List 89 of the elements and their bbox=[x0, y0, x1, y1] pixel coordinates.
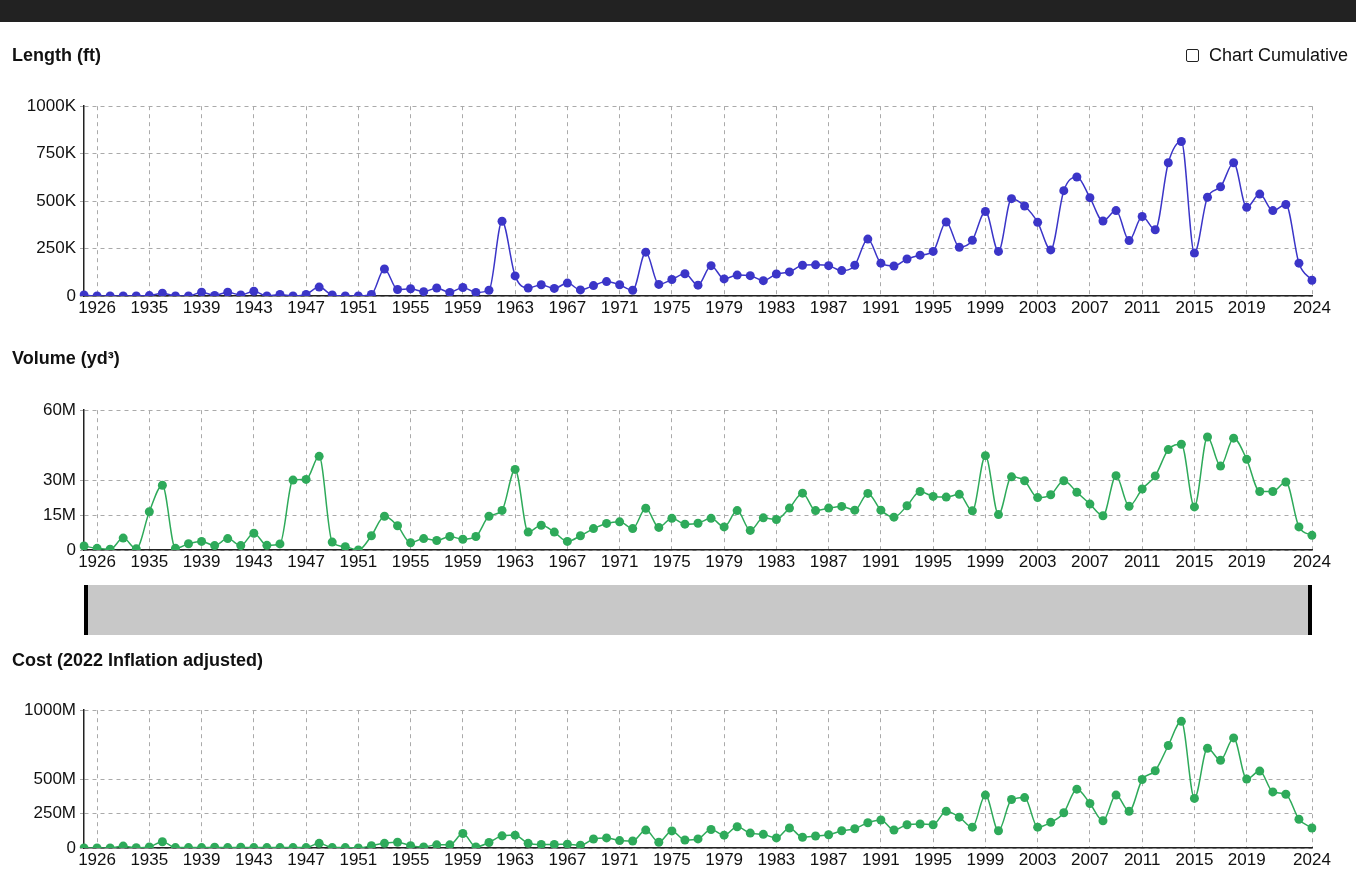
x-tick-label: 1995 bbox=[914, 551, 953, 571]
x-tick-label: 1959 bbox=[443, 297, 482, 317]
x-tick-label: 1963 bbox=[496, 849, 535, 869]
x-tick-label: 1963 bbox=[496, 297, 535, 317]
x-tick-label: 1947 bbox=[287, 297, 325, 317]
x-tick-label: 1991 bbox=[861, 551, 900, 571]
x-tick-label: 1987 bbox=[809, 297, 848, 317]
x-tick-label: 1999 bbox=[966, 551, 1005, 571]
y-tick-label: 0 bbox=[66, 837, 76, 857]
x-tick-label: 1955 bbox=[391, 849, 430, 869]
x-tick-label: 1947 bbox=[287, 551, 325, 571]
x-tick-label: 1983 bbox=[757, 551, 796, 571]
x-tick-label: 1975 bbox=[652, 551, 691, 571]
x-tick-label: 1951 bbox=[339, 297, 378, 317]
x-tick-label: 2019 bbox=[1227, 551, 1266, 571]
x-tick-label: 2024 bbox=[1293, 297, 1331, 317]
x-tick-label: 1926 bbox=[78, 551, 116, 571]
x-tick-label: 1991 bbox=[861, 849, 900, 869]
x-tick-label: 2011 bbox=[1123, 551, 1161, 571]
x-tick-label: 1943 bbox=[234, 849, 273, 869]
x-tick-label: 1983 bbox=[757, 849, 796, 869]
x-tick-label: 1926 bbox=[78, 297, 116, 317]
y-tick-label: 750K bbox=[36, 143, 77, 163]
y-tick-label: 60M bbox=[42, 399, 76, 419]
x-tick-label: 1926 bbox=[78, 849, 116, 869]
x-tick-label: 1943 bbox=[234, 551, 273, 571]
x-tick-label: 1995 bbox=[914, 849, 953, 869]
x-tick-label: 1935 bbox=[130, 849, 169, 869]
x-tick-label: 2019 bbox=[1227, 849, 1266, 869]
x-tick-label: 1967 bbox=[548, 297, 587, 317]
chart-title: Cost (2022 Inflation adjusted) bbox=[12, 650, 264, 671]
chart-title: Volume (yd³) bbox=[12, 348, 120, 369]
y-tick-label: 30M bbox=[42, 469, 76, 489]
x-tick-label: 1951 bbox=[339, 551, 378, 571]
y-tick-label: 15M bbox=[42, 504, 76, 524]
x-tick-label: 1979 bbox=[705, 849, 744, 869]
y-tick-label: 250K bbox=[36, 238, 77, 258]
x-tick-label: 1959 bbox=[443, 551, 482, 571]
y-tick-label: 1000M bbox=[24, 699, 76, 719]
x-tick-label: 2011 bbox=[1123, 297, 1161, 317]
y-tick-label: 500M bbox=[33, 768, 76, 788]
x-tick-label: 1967 bbox=[548, 849, 587, 869]
y-tick-label: 0 bbox=[66, 539, 76, 559]
x-tick-label: 1987 bbox=[809, 551, 848, 571]
x-tick-label: 1983 bbox=[757, 297, 796, 317]
chart-title: Length (ft) bbox=[12, 45, 101, 66]
x-tick-label: 1963 bbox=[496, 551, 535, 571]
x-tick-label: 2007 bbox=[1071, 551, 1109, 571]
x-tick-label: 1955 bbox=[391, 551, 430, 571]
x-tick-label: 1959 bbox=[443, 849, 482, 869]
x-tick-label: 2003 bbox=[1018, 297, 1057, 317]
x-tick-label: 1935 bbox=[130, 551, 169, 571]
x-tick-label: 1943 bbox=[234, 297, 273, 317]
x-tick-label: 1991 bbox=[861, 297, 900, 317]
x-tick-label: 1971 bbox=[600, 849, 639, 869]
x-tick-label: 2011 bbox=[1123, 849, 1161, 869]
x-tick-label: 1999 bbox=[966, 297, 1005, 317]
x-tick-label: 2015 bbox=[1175, 849, 1214, 869]
x-tick-label: 2003 bbox=[1018, 551, 1057, 571]
x-tick-label: 1967 bbox=[548, 551, 587, 571]
x-tick-label: 1975 bbox=[652, 849, 691, 869]
text: Chart Cumulative bbox=[1208, 45, 1348, 66]
x-tick-label: 2003 bbox=[1018, 849, 1057, 869]
x-tick-label: 1971 bbox=[600, 297, 639, 317]
x-tick-label: 1939 bbox=[182, 297, 221, 317]
y-tick-label: 500K bbox=[36, 190, 77, 210]
x-tick-label: 2015 bbox=[1175, 297, 1214, 317]
x-tick-label: 2007 bbox=[1071, 297, 1109, 317]
x-tick-label: 1935 bbox=[130, 297, 169, 317]
x-tick-label: 1979 bbox=[705, 297, 744, 317]
x-tick-label: 2019 bbox=[1227, 297, 1266, 317]
x-tick-label: 2015 bbox=[1175, 551, 1214, 571]
x-tick-label: 1999 bbox=[966, 849, 1005, 869]
x-tick-label: 1979 bbox=[705, 551, 744, 571]
x-tick-label: 1987 bbox=[809, 849, 848, 869]
x-tick-label: 1955 bbox=[391, 297, 430, 317]
x-tick-label: 1939 bbox=[182, 551, 221, 571]
x-tick-label: 1971 bbox=[600, 551, 639, 571]
x-tick-label: 1951 bbox=[339, 849, 378, 869]
x-tick-label: 2024 bbox=[1293, 849, 1331, 869]
x-tick-label: 1947 bbox=[287, 849, 325, 869]
x-tick-label: 1995 bbox=[914, 297, 953, 317]
x-tick-label: 2007 bbox=[1071, 849, 1109, 869]
x-tick-label: 1939 bbox=[182, 849, 221, 869]
x-tick-label: 1975 bbox=[652, 297, 691, 317]
x-tick-label: 2024 bbox=[1293, 551, 1331, 571]
y-tick-label: 1000K bbox=[26, 95, 77, 115]
y-tick-label: 0 bbox=[66, 285, 76, 305]
y-tick-label: 250M bbox=[33, 803, 76, 823]
